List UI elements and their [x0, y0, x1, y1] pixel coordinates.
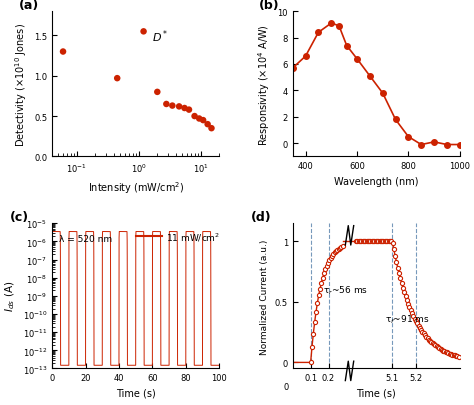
- Point: [204, 122, 211, 128]
- Point: [59, 49, 67, 55]
- X-axis label: Wavelength (nm): Wavelength (nm): [334, 177, 419, 186]
- Point: [185, 107, 193, 113]
- Point: [140, 29, 147, 36]
- Y-axis label: $I_{ds}$ (A): $I_{ds}$ (A): [3, 281, 17, 312]
- Text: τ$_f$~91 ms: τ$_f$~91 ms: [384, 313, 429, 326]
- Point: [181, 105, 188, 112]
- Point: [208, 126, 215, 132]
- Point: [175, 104, 183, 111]
- Point: [169, 103, 176, 110]
- Point: [154, 90, 161, 96]
- Y-axis label: Responsivity (×10$^4$ A/W): Responsivity (×10$^4$ A/W): [256, 24, 272, 145]
- Text: τ$_r$~56 ms: τ$_r$~56 ms: [323, 284, 368, 297]
- Text: $D^*$: $D^*$: [152, 28, 169, 45]
- Point: [195, 116, 203, 122]
- Text: (a): (a): [19, 0, 39, 12]
- Y-axis label: Normalized Current (a.u.): Normalized Current (a.u.): [260, 239, 269, 354]
- Y-axis label: Detectivity (×10$^{10}$ Jones): Detectivity (×10$^{10}$ Jones): [13, 23, 28, 147]
- Point: [113, 76, 121, 82]
- Text: 0: 0: [283, 382, 289, 391]
- Text: (d): (d): [251, 211, 272, 224]
- X-axis label: Intensity (mW/cm$^2$): Intensity (mW/cm$^2$): [88, 180, 184, 196]
- Point: [163, 102, 170, 108]
- Text: λ = 520 nm: λ = 520 nm: [59, 234, 112, 243]
- Point: [200, 117, 207, 124]
- Text: (c): (c): [10, 211, 29, 224]
- X-axis label: Time (s): Time (s): [356, 388, 396, 398]
- Text: 11 mW/cm$^2$: 11 mW/cm$^2$: [166, 231, 220, 243]
- Text: (b): (b): [259, 0, 280, 12]
- Point: [191, 113, 198, 120]
- X-axis label: Time (s): Time (s): [116, 388, 155, 398]
